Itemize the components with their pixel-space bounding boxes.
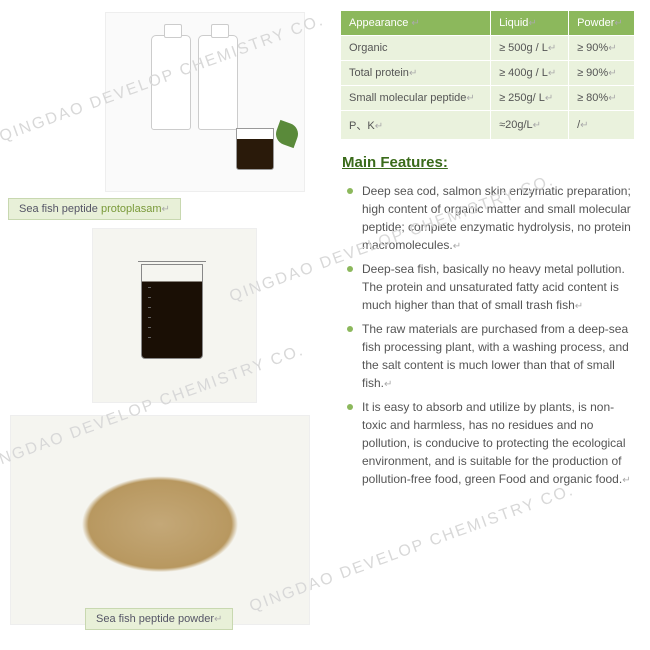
caption-highlight: protoplasam — [101, 203, 162, 215]
cell: P、K↵ — [341, 111, 491, 140]
beaker-icon — [141, 264, 203, 359]
bottle-icon — [198, 35, 238, 130]
cell: ≥ 90%↵ — [569, 61, 635, 86]
cell: ≥ 400g / L↵ — [491, 61, 569, 86]
cell: ≥ 250g/ L↵ — [491, 86, 569, 111]
cell: ≥ 500g / L↵ — [491, 36, 569, 61]
table-row: Small molecular peptide↵≥ 250g/ L↵≥ 80%↵ — [341, 86, 635, 111]
caption-protoplasm: Sea fish peptide protoplasam↵ — [8, 198, 181, 220]
features-heading: Main Features: — [342, 154, 640, 171]
bottle-icon — [151, 35, 191, 130]
product-photo-powder — [10, 415, 310, 625]
list-item: It is easy to absorb and utilize by plan… — [344, 395, 640, 491]
caption-text: Sea fish peptide — [19, 203, 101, 215]
caption-text: Sea fish peptide powder — [96, 613, 214, 625]
beaker-icon — [236, 128, 274, 170]
list-item: Deep-sea fish, basically no heavy metal … — [344, 257, 640, 317]
cell: Total protein↵ — [341, 61, 491, 86]
cell: ≥ 90%↵ — [569, 36, 635, 61]
cell: ≥ 80%↵ — [569, 86, 635, 111]
table-row: P、K↵≈20g/L↵/↵ — [341, 111, 635, 140]
spec-table: Appearance ↵ Liquid↵ Powder↵ Organic≥ 50… — [340, 10, 635, 140]
cell: ≈20g/L↵ — [491, 111, 569, 140]
cell: Organic — [341, 36, 491, 61]
product-photo-bottles — [105, 12, 305, 192]
table-header: Appearance ↵ — [341, 11, 491, 36]
leaf-icon — [273, 120, 301, 148]
cell: Small molecular peptide↵ — [341, 86, 491, 111]
table-header: Liquid↵ — [491, 11, 569, 36]
table-row: Organic≥ 500g / L↵≥ 90%↵ — [341, 36, 635, 61]
product-photo-beaker — [92, 228, 257, 403]
table-header: Powder↵ — [569, 11, 635, 36]
cell: /↵ — [569, 111, 635, 140]
features-list: Deep sea cod, salmon skin enzymatic prep… — [340, 179, 640, 491]
table-row: Total protein↵≥ 400g / L↵≥ 90%↵ — [341, 61, 635, 86]
list-item: Deep sea cod, salmon skin enzymatic prep… — [344, 179, 640, 257]
caption-powder: Sea fish peptide powder↵ — [85, 608, 233, 630]
list-item: The raw materials are purchased from a d… — [344, 317, 640, 395]
info-column: Appearance ↵ Liquid↵ Powder↵ Organic≥ 50… — [340, 10, 640, 491]
images-column: Sea fish peptide protoplasam↵ Sea fish p… — [0, 0, 340, 650]
table-header-row: Appearance ↵ Liquid↵ Powder↵ — [341, 11, 635, 36]
